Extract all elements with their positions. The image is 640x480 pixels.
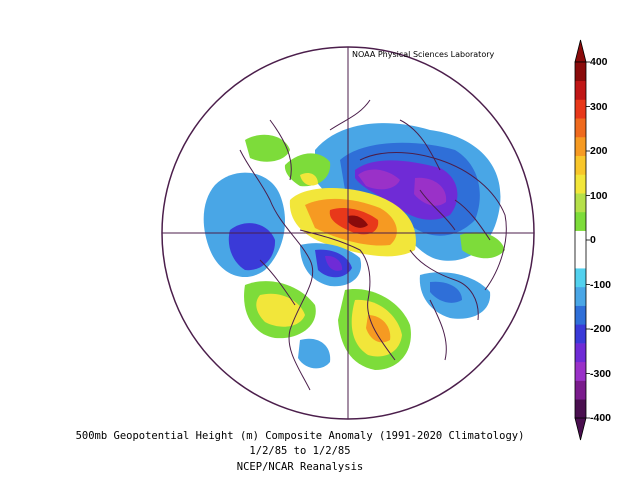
colorbar-segment	[575, 305, 586, 325]
colorbar-segment	[575, 343, 586, 363]
colorbar-segment	[575, 155, 586, 175]
colorbar-segment	[575, 99, 586, 119]
colorbar-segment	[575, 136, 586, 156]
caption-title: 500mb Geopotential Height (m) Composite …	[75, 430, 525, 442]
colorbar-segment	[575, 211, 586, 231]
colorbar-tick-label: 400	[590, 56, 608, 68]
colorbar-tick-label: -100	[590, 278, 612, 291]
colorbar-tick-label: -400	[590, 412, 612, 424]
colorbar-segment	[575, 361, 586, 381]
colorbar-segment	[575, 286, 586, 306]
colorbar-tick-label: -300	[590, 367, 612, 380]
colorbar-segment	[575, 118, 586, 138]
colorbar-segment	[575, 230, 586, 250]
colorbar-tick-label: 100	[590, 189, 608, 202]
colorbar-tick-label: 200	[590, 145, 608, 157]
colorbar-tick-label: -200	[590, 323, 612, 335]
caption-dates: 1/2/85 to 1/2/85	[249, 445, 351, 457]
colorbar-segment	[575, 399, 586, 419]
anomaly-shading	[162, 47, 534, 419]
colorbar-segment	[575, 380, 586, 400]
coastlines	[239, 99, 507, 391]
colorbar-segment	[575, 62, 586, 82]
colorbar-tick-label: 0	[590, 234, 596, 246]
colorbar-tick-label: 300	[590, 100, 608, 113]
credit-label: NOAA Physical Sciences Laboratory	[352, 50, 495, 59]
colorbar-segment	[575, 324, 586, 344]
colorbar-segment	[575, 80, 586, 100]
colorbar	[574, 39, 590, 441]
colorbar-segment	[575, 249, 586, 269]
colorbar-max-arrow	[574, 39, 587, 63]
colorbar-segment	[575, 193, 586, 213]
colorbar-segment	[575, 174, 586, 194]
caption-source: NCEP/NCAR Reanalysis	[236, 461, 364, 473]
colorbar-segment	[575, 268, 586, 288]
